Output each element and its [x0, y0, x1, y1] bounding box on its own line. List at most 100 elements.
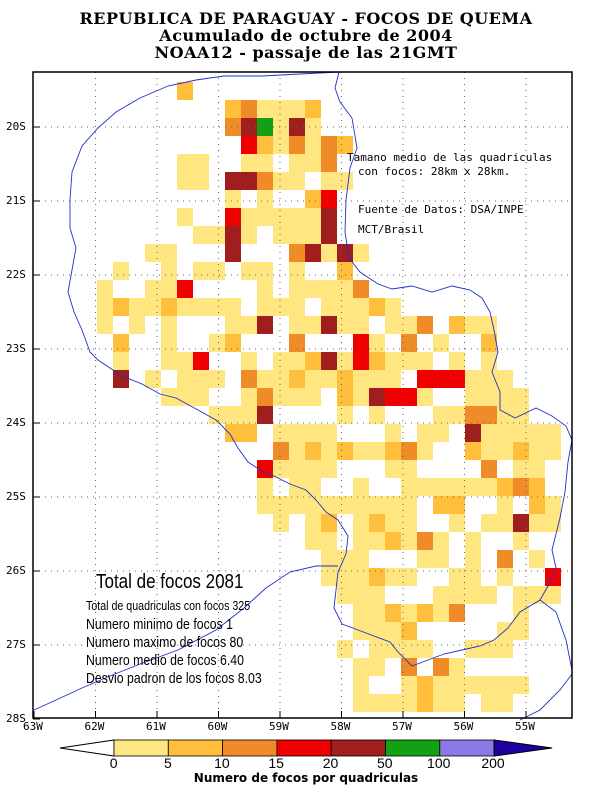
lat-label: 22S — [6, 268, 26, 281]
fire-cell — [401, 388, 417, 406]
fire-cell — [513, 388, 529, 406]
fire-cell — [321, 316, 337, 334]
fire-cell — [433, 334, 449, 352]
lon-label: 57W — [392, 720, 412, 733]
fire-cell — [385, 604, 401, 622]
fire-cell — [465, 568, 481, 586]
fire-cell — [257, 262, 273, 280]
fire-cell — [481, 694, 497, 712]
fire-cell — [337, 496, 353, 514]
fire-cell — [177, 352, 193, 370]
fire-cell — [417, 424, 433, 442]
fire-cell — [225, 190, 241, 208]
fire-cell — [385, 514, 401, 532]
fire-cell — [465, 442, 481, 460]
fire-cell — [513, 442, 529, 460]
fire-cell — [449, 316, 465, 334]
fire-cell — [481, 388, 497, 406]
fire-cell — [433, 658, 449, 676]
fire-cell — [417, 352, 433, 370]
fire-cell — [497, 442, 513, 460]
fire-cell — [497, 694, 513, 712]
legend-tick: 20 — [322, 755, 339, 771]
fire-cell — [337, 442, 353, 460]
fire-cell — [289, 100, 305, 118]
fire-cell — [257, 478, 273, 496]
fire-cell — [513, 622, 529, 640]
legend-caption: Numero de focos por quadriculas — [193, 771, 419, 785]
fire-cell — [433, 406, 449, 424]
fire-cell — [273, 496, 289, 514]
fire-cell — [257, 406, 273, 424]
fire-cell — [177, 370, 193, 388]
fire-cell — [417, 550, 433, 568]
legend-tick: 200 — [481, 755, 505, 771]
fire-cell — [465, 586, 481, 604]
fire-cell — [545, 496, 561, 514]
fire-cell — [449, 370, 465, 388]
fire-cell — [177, 208, 193, 226]
fire-cell — [241, 370, 257, 388]
fire-cell — [529, 514, 545, 532]
fire-cell — [481, 352, 497, 370]
fire-cell — [337, 280, 353, 298]
fire-cell — [353, 442, 369, 460]
fire-cell — [241, 100, 257, 118]
fire-cell — [353, 244, 369, 262]
fire-cell — [289, 442, 305, 460]
fire-cell — [433, 370, 449, 388]
fire-cell — [401, 622, 417, 640]
fire-cell — [321, 352, 337, 370]
legend-swatch — [113, 739, 169, 757]
fire-cell — [321, 298, 337, 316]
fire-cell — [161, 352, 177, 370]
fire-cell — [193, 226, 209, 244]
fire-cell — [433, 496, 449, 514]
fire-cell — [321, 442, 337, 460]
cell-size-line-1: Tamano medio de las quadriculas — [347, 151, 553, 164]
fire-cell — [497, 370, 513, 388]
fire-cell — [385, 298, 401, 316]
fire-cells-layer — [97, 82, 561, 712]
fire-cell — [337, 640, 353, 658]
lat-label: 21S — [6, 194, 26, 207]
fire-cell — [513, 676, 529, 694]
fire-cell — [353, 280, 369, 298]
fire-cell — [417, 604, 433, 622]
country-border — [67, 71, 573, 667]
fire-cell — [449, 604, 465, 622]
fire-cell — [529, 442, 545, 460]
right-border — [519, 599, 573, 721]
fire-cell — [385, 622, 401, 640]
fire-cell — [257, 208, 273, 226]
fire-cell — [417, 478, 433, 496]
fire-cell — [289, 280, 305, 298]
fire-cell — [241, 316, 257, 334]
fire-cell — [401, 316, 417, 334]
fire-cell — [337, 586, 353, 604]
lat-label: 23S — [6, 342, 26, 355]
fire-cell — [369, 496, 385, 514]
fire-cell — [289, 244, 305, 262]
fire-cell — [385, 640, 401, 658]
fire-cell — [401, 532, 417, 550]
fire-cell — [241, 136, 257, 154]
fire-cell — [513, 424, 529, 442]
fire-cell — [257, 172, 273, 190]
fire-cell — [161, 280, 177, 298]
fire-cell — [417, 640, 433, 658]
fire-cell — [289, 460, 305, 478]
fire-cell — [305, 226, 321, 244]
fire-cell — [305, 370, 321, 388]
fire-cell — [257, 190, 273, 208]
total-focos: Total de focos 2081 — [96, 571, 244, 593]
fire-cell — [337, 370, 353, 388]
fire-cell — [257, 496, 273, 514]
fire-cell — [465, 316, 481, 334]
fire-cell — [353, 514, 369, 532]
fire-cell — [225, 334, 241, 352]
fire-cell — [321, 226, 337, 244]
fire-cell — [353, 658, 369, 676]
fire-cell — [321, 424, 337, 442]
fire-cell — [305, 424, 321, 442]
